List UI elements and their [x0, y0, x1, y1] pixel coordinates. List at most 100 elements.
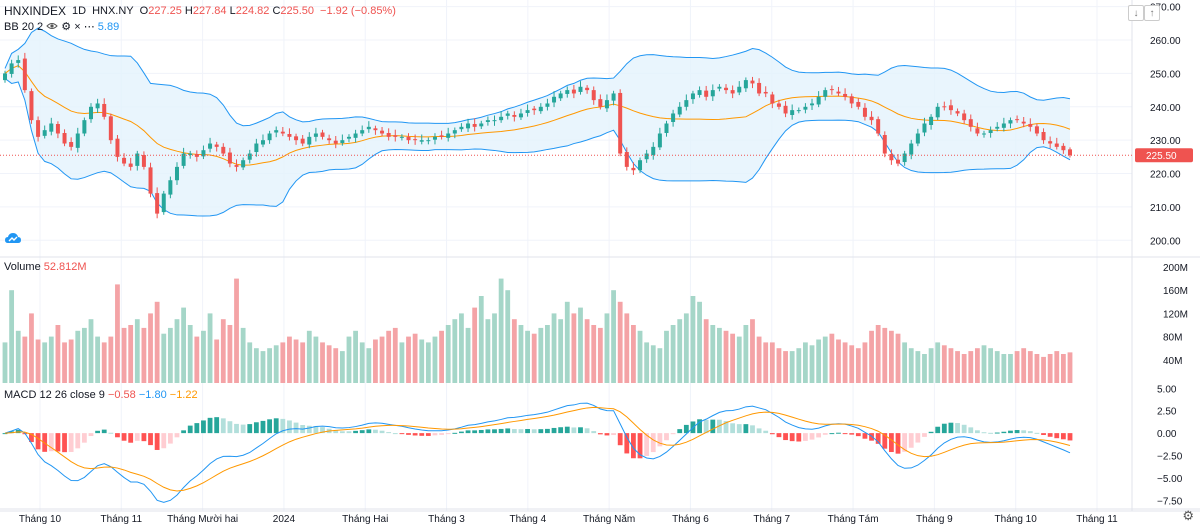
- volume-bar: [445, 325, 451, 383]
- candle-body: [538, 106, 543, 112]
- cloud-logo-icon[interactable]: [4, 232, 22, 246]
- time-tick-label: Tháng 11: [101, 514, 143, 525]
- volume-bar: [1008, 354, 1013, 383]
- volume-bar: [730, 333, 736, 383]
- time-tick-label: Tháng 10: [995, 514, 1038, 525]
- volume-bar: [492, 313, 497, 383]
- macd-hist-bar: [1067, 433, 1073, 441]
- close-icon[interactable]: ×: [74, 21, 81, 33]
- volume-bar: [888, 330, 894, 383]
- macd-hist-bar: [201, 420, 206, 434]
- more-icon[interactable]: ⋯: [83, 21, 95, 33]
- macd-hist-bar: [101, 429, 107, 434]
- volume-bar: [346, 336, 352, 383]
- open-value: 227.25: [148, 5, 182, 17]
- macd-hist-bar: [981, 432, 987, 434]
- macd-hist-bar: [1054, 433, 1060, 439]
- macd-hist-bar: [161, 433, 167, 449]
- candle-body: [188, 153, 193, 156]
- candle-body: [340, 140, 345, 144]
- macd-hist-bar: [472, 430, 478, 434]
- candle-body: [704, 90, 709, 97]
- candle-body: [327, 138, 332, 141]
- candle-body: [280, 131, 285, 134]
- symbol-label[interactable]: HNXINDEX: [4, 4, 67, 18]
- candle-body: [1034, 126, 1039, 134]
- macd-hist-bar: [181, 430, 187, 434]
- interval-label[interactable]: 1D: [72, 5, 87, 17]
- macd-hist-bar: [941, 423, 947, 434]
- volume-bar: [677, 319, 683, 383]
- macd-hist-bar: [55, 433, 61, 452]
- macd-hist-bar: [597, 433, 603, 435]
- macd-hist-bar: [882, 433, 888, 449]
- volume-legend[interactable]: Volume 52.812M: [4, 261, 87, 273]
- macd-hist-bar: [631, 433, 636, 459]
- bb-legend[interactable]: BB 20 2 ⚙ × ⋯ 5.89: [4, 20, 119, 33]
- macd-hist-bar: [227, 421, 233, 434]
- candle-body: [512, 114, 517, 117]
- candle-body: [472, 123, 477, 127]
- macd-hist-bar: [194, 423, 200, 434]
- candle-body: [439, 135, 444, 137]
- macd-hist-bar: [842, 433, 848, 435]
- candle-body: [181, 153, 186, 166]
- macd-legend[interactable]: MACD 12 26 close 9 −0.58 −1.80 −1.22: [4, 389, 198, 401]
- time-tick-label: Tháng Tám: [828, 514, 879, 525]
- volume-bar: [908, 348, 914, 383]
- macd-hist-bar: [42, 433, 48, 452]
- volume-bar: [472, 307, 478, 383]
- volume-bar: [35, 339, 41, 383]
- volume-bar: [855, 348, 861, 383]
- macd-hist-bar: [511, 429, 517, 434]
- macd-hist-bar: [829, 433, 835, 435]
- candle-body: [671, 113, 676, 122]
- volume-bar: [273, 345, 279, 383]
- volume-bar: [736, 336, 742, 383]
- macd-hist-bar: [664, 433, 669, 441]
- scroll-up-button[interactable]: ↑: [1144, 5, 1160, 21]
- candle-body: [155, 193, 160, 214]
- macd-hist-bar: [174, 433, 180, 438]
- candle-body: [320, 132, 325, 137]
- time-tick-label: Tháng 6: [672, 514, 709, 525]
- macd-hist-bar: [849, 433, 855, 435]
- candle-body: [393, 135, 398, 137]
- price-tick-label: 230.00: [1150, 136, 1181, 147]
- volume-bar: [538, 327, 544, 383]
- volume-bar: [624, 313, 630, 383]
- macd-hist-bar: [359, 430, 365, 434]
- time-tick-label: Tháng 7: [753, 514, 790, 525]
- macd-hist-bar: [869, 433, 874, 441]
- volume-bar: [240, 327, 246, 383]
- macd-hist-bar: [273, 418, 279, 434]
- macd-hist-bar: [492, 429, 497, 434]
- gear-icon[interactable]: ⚙: [61, 21, 72, 33]
- macd-hist-bar: [280, 418, 286, 434]
- macd-hist-bar: [538, 429, 544, 434]
- candle-body: [677, 106, 682, 115]
- settings-gear-icon[interactable]: ⚙: [1182, 508, 1194, 523]
- macd-hist-bar: [148, 433, 153, 446]
- candle-body: [1028, 123, 1033, 127]
- volume-bar: [379, 336, 385, 383]
- macd-hist-bar: [974, 430, 980, 434]
- price-tick-label: 220.00: [1150, 170, 1181, 181]
- candle-body: [843, 93, 848, 97]
- macd-hist-bar: [234, 423, 239, 434]
- macd-hist-bar: [637, 433, 643, 459]
- eye-icon[interactable]: [46, 21, 61, 33]
- volume-value: 52.812M: [43, 261, 87, 273]
- volume-bar: [48, 336, 54, 383]
- chart-header: HNXINDEX 1D HNX.NY O227.25 H227.84 L224.…: [4, 4, 396, 18]
- macd-hist-bar: [48, 433, 54, 452]
- macd-hist-bar: [386, 432, 392, 434]
- candle-body: [287, 134, 292, 137]
- macd-hist-bar: [1008, 430, 1013, 434]
- macd-hist-bar: [392, 433, 398, 435]
- price-tick-label: 200.00: [1150, 236, 1181, 247]
- scroll-down-button[interactable]: ↓: [1128, 5, 1144, 21]
- macd-hist-bar: [988, 432, 994, 434]
- macd-hist-bar: [1001, 431, 1007, 434]
